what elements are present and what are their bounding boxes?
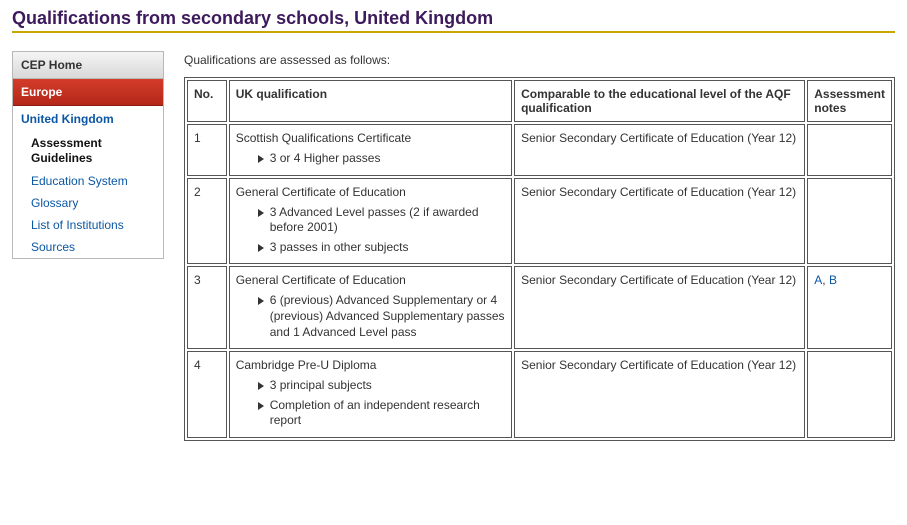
qualification-bullets: 3 principal subjectsCompletion of an ind… <box>236 376 505 431</box>
qualification-bullets: 3 Advanced Level passes (2 if awarded be… <box>236 203 505 258</box>
cell-notes <box>807 178 892 265</box>
nav-country-uk[interactable]: United Kingdom <box>13 106 163 132</box>
cell-notes <box>807 351 892 438</box>
qualifications-table: No. UK qualification Comparable to the e… <box>184 77 895 441</box>
table-row: 1 Scottish Qualifications Certificate 3 or… <box>187 124 892 176</box>
note-link[interactable]: B <box>829 273 837 287</box>
cell-no: 1 <box>187 124 227 176</box>
bullet-item: 3 principal subjects <box>258 376 505 396</box>
qualification-bullets: 3 or 4 Higher passes <box>236 149 505 169</box>
cell-notes <box>807 124 892 176</box>
cell-comparable: Senior Secondary Certificate of Educatio… <box>514 178 805 265</box>
note-link[interactable]: A <box>814 273 822 287</box>
sidebar: CEP Home Europe United Kingdom Assessmen… <box>12 51 164 259</box>
cell-qualification: Scottish Qualifications Certificate 3 or … <box>229 124 512 176</box>
nav-glossary[interactable]: Glossary <box>13 192 163 214</box>
nav-assessment-guidelines[interactable]: Assessment Guidelines <box>13 132 163 170</box>
cell-comparable: Senior Secondary Certificate of Educatio… <box>514 351 805 438</box>
qualification-title: General Certificate of Education <box>236 185 505 199</box>
th-comparable: Comparable to the educational level of t… <box>514 80 805 122</box>
qualification-title: Cambridge Pre-U Diploma <box>236 358 505 372</box>
cell-qualification: General Certificate of Education 6 (previ… <box>229 266 512 349</box>
cell-notes: A, B <box>807 266 892 349</box>
nav-sources[interactable]: Sources <box>13 236 163 258</box>
nav-list-of-institutions[interactable]: List of Institutions <box>13 214 163 236</box>
bullet-item: 3 or 4 Higher passes <box>258 149 505 169</box>
nav-section-europe[interactable]: Europe <box>13 79 163 106</box>
cell-no: 2 <box>187 178 227 265</box>
qualification-title: General Certificate of Education <box>236 273 505 287</box>
nav-cep-home[interactable]: CEP Home <box>13 52 163 79</box>
th-no: No. <box>187 80 227 122</box>
bullet-item: Completion of an independent research re… <box>258 396 505 431</box>
nav-education-system[interactable]: Education System <box>13 170 163 192</box>
bullet-item: 3 Advanced Level passes (2 if awarded be… <box>258 203 505 238</box>
intro-text: Qualifications are assessed as follows: <box>184 53 895 67</box>
cell-qualification: Cambridge Pre-U Diploma 3 principal subje… <box>229 351 512 438</box>
table-row: 2 General Certificate of Education 3 Advan… <box>187 178 892 265</box>
th-notes: Assessment notes <box>807 80 892 122</box>
table-row: 3 General Certificate of Education 6 (prev… <box>187 266 892 349</box>
cell-no: 4 <box>187 351 227 438</box>
bullet-item: 3 passes in other subjects <box>258 238 505 258</box>
cell-qualification: General Certificate of Education 3 Advanc… <box>229 178 512 265</box>
cell-no: 3 <box>187 266 227 349</box>
bullet-item: 6 (previous) Advanced Supplementary or 4… <box>258 291 505 342</box>
th-qualification: UK qualification <box>229 80 512 122</box>
page-title: Qualifications from secondary schools, U… <box>12 8 895 33</box>
qualification-title: Scottish Qualifications Certificate <box>236 131 505 145</box>
cell-comparable: Senior Secondary Certificate of Educatio… <box>514 124 805 176</box>
main-content: Qualifications are assessed as follows: … <box>184 51 895 441</box>
qualification-bullets: 6 (previous) Advanced Supplementary or 4… <box>236 291 505 342</box>
cell-comparable: Senior Secondary Certificate of Educatio… <box>514 266 805 349</box>
table-row: 4 Cambridge Pre-U Diploma 3 principal subj… <box>187 351 892 438</box>
